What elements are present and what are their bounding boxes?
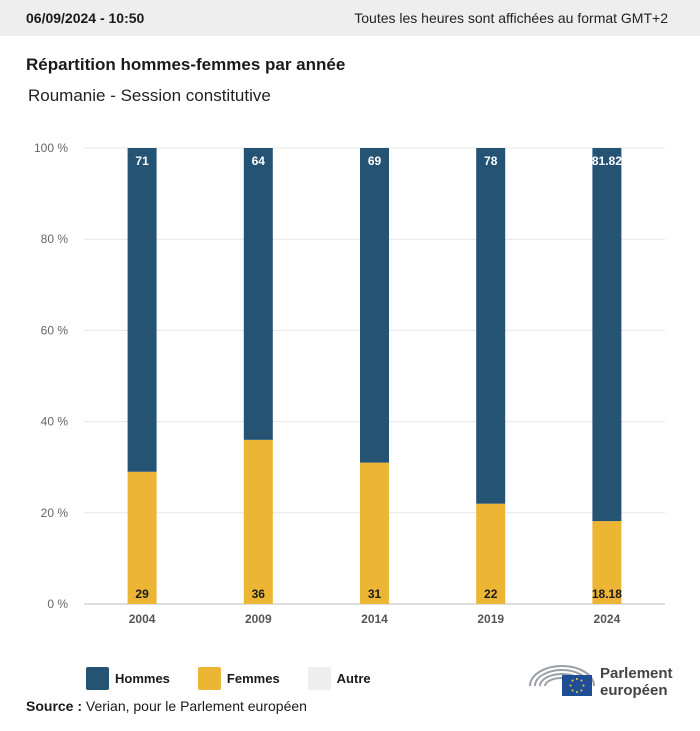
bar-hommes-2014 <box>360 148 389 463</box>
legend: Hommes Femmes Autre <box>86 667 399 690</box>
legend-item-femmes[interactable]: Femmes <box>197 667 280 690</box>
bar-hommes-2019 <box>476 148 506 504</box>
top-bar: 06/09/2024 - 10:50 Toutes les heures son… <box>0 0 700 36</box>
european-parliament-hemicycle-icon <box>529 665 595 696</box>
legend-label-autre: Autre <box>336 671 371 686</box>
bar-femmes-2004 <box>127 471 157 604</box>
data-label-femmes-2004: 29 <box>135 587 149 601</box>
bar-femmes-2014 <box>360 462 389 604</box>
y-tick-label: 0 % <box>47 597 68 611</box>
data-label-femmes-2014: 31 <box>368 587 382 601</box>
x-tick-label: 2019 <box>477 612 504 626</box>
chart-subtitle: Roumanie - Session constitutive <box>28 86 271 105</box>
x-tick-label: 2014 <box>361 612 388 626</box>
logo-line-2: européen <box>600 682 668 699</box>
source-text: Verian, pour le Parlement européen <box>85 698 307 714</box>
timestamp: 06/09/2024 - 10:50 <box>26 10 145 26</box>
legend-swatch-autre <box>307 667 331 690</box>
data-label-femmes-2024: 18.18 <box>592 587 622 601</box>
bar-hommes-2024 <box>592 148 622 522</box>
legend-label-femmes: Femmes <box>226 671 280 686</box>
y-tick-label: 40 % <box>41 415 69 429</box>
y-tick-label: 100 % <box>34 141 68 155</box>
european-parliament-logo: Parlement européen <box>528 660 678 700</box>
legend-swatch-hommes <box>86 667 109 690</box>
source-note: Source : Verian, pour le Parlement europ… <box>26 698 307 714</box>
x-tick-label: 2004 <box>129 612 156 626</box>
data-label-hommes-2024: 81.82 <box>592 154 622 168</box>
data-label-femmes-2009: 36 <box>252 587 266 601</box>
bar-femmes-2024 <box>592 521 622 604</box>
source-label: Source : <box>26 698 83 714</box>
legend-swatch-femmes <box>197 667 221 690</box>
stacked-bar-chart: 0 % 20 % 40 % 60 % 80 % 100 % 71 29 2004 64 36 2009… <box>34 141 665 626</box>
bar-hommes-2004 <box>127 148 157 472</box>
timezone-note: Toutes les heures sont affichées au form… <box>354 10 668 26</box>
x-tick-label: 2024 <box>594 612 621 626</box>
data-label-femmes-2019: 22 <box>484 587 498 601</box>
logo-text: Parlement européen <box>600 665 673 699</box>
data-label-hommes-2009: 64 <box>252 154 266 168</box>
data-label-hommes-2019: 78 <box>484 154 498 168</box>
y-tick-label: 20 % <box>41 506 69 520</box>
legend-item-hommes[interactable]: Hommes <box>86 667 170 690</box>
x-tick-label: 2009 <box>245 612 272 626</box>
legend-label-hommes: Hommes <box>115 671 170 686</box>
data-label-hommes-2014: 69 <box>368 154 382 168</box>
y-tick-label: 80 % <box>41 232 69 246</box>
legend-item-autre[interactable]: Autre <box>307 667 371 690</box>
chart-title: Répartition hommes-femmes par année <box>26 55 346 74</box>
data-label-hommes-2004: 71 <box>135 154 149 168</box>
logo-line-1: Parlement <box>600 665 673 682</box>
bar-femmes-2019 <box>476 503 506 604</box>
y-tick-label: 60 % <box>41 323 69 337</box>
bar-femmes-2009 <box>243 439 273 604</box>
bar-hommes-2009 <box>243 148 273 440</box>
